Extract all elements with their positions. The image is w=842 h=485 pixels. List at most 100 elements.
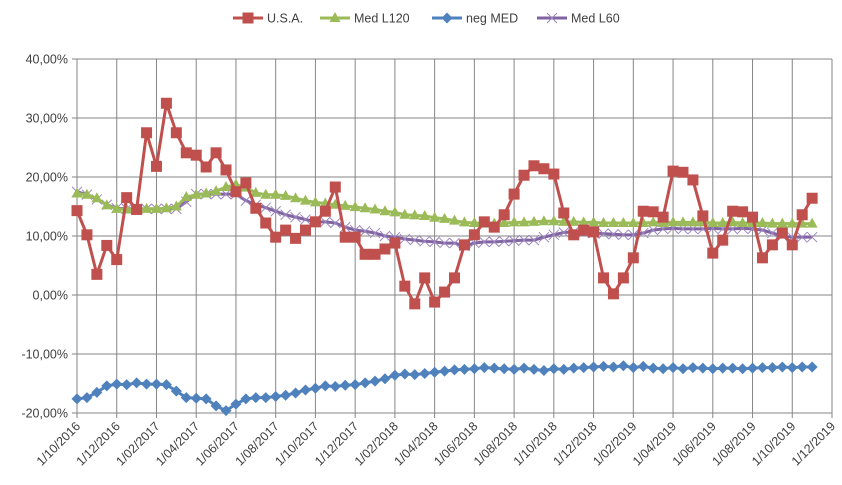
data-point [389, 237, 401, 249]
data-point [687, 216, 699, 227]
data-point [150, 160, 162, 172]
data-point [359, 225, 371, 237]
data-point [210, 147, 222, 159]
data-point [677, 166, 689, 178]
data-point [439, 365, 451, 377]
data-point [806, 361, 818, 373]
data-point [508, 363, 520, 375]
data-point [250, 202, 262, 214]
data-point [71, 187, 83, 198]
data-point [339, 231, 351, 243]
data-point [518, 362, 530, 374]
data-point [647, 362, 659, 374]
data-point [220, 164, 232, 176]
legend-label: Med L120 [354, 12, 410, 26]
data-point [727, 216, 739, 227]
data-point [449, 364, 460, 376]
data-point [409, 234, 421, 246]
data-point [299, 194, 311, 205]
data-point [458, 216, 470, 227]
data-point [806, 192, 818, 204]
data-point [101, 239, 113, 251]
data-point [71, 205, 83, 217]
data-point [518, 234, 530, 246]
data-point [141, 202, 153, 213]
data-point [707, 363, 719, 375]
legend-item: Med L120 [320, 12, 410, 26]
data-point [707, 247, 719, 259]
data-point [627, 252, 639, 264]
data-point [687, 362, 699, 374]
data-point [617, 217, 629, 228]
data-point [528, 363, 540, 375]
data-point [240, 177, 252, 189]
data-point [607, 361, 619, 373]
data-point [578, 362, 590, 374]
data-point [548, 215, 560, 226]
data-point [637, 205, 649, 217]
data-point [697, 362, 709, 374]
data-point [121, 192, 133, 204]
y-tick-label: -20,00% [21, 407, 68, 421]
x-tick-label: 1/12/2019 [789, 419, 838, 468]
data-point [607, 217, 619, 228]
data-point [399, 280, 411, 292]
data-point [399, 368, 411, 380]
legend-item: U.S.A. [233, 12, 303, 26]
data-point [101, 199, 113, 210]
data-point [588, 216, 600, 227]
data-point [329, 380, 341, 392]
y-tick-label: 10,00% [26, 230, 68, 244]
data-point [598, 272, 610, 284]
data-point [200, 187, 212, 198]
data-point [548, 363, 560, 375]
data-point [190, 188, 202, 199]
data-point [369, 203, 381, 214]
data-point [449, 214, 460, 225]
data-point [240, 393, 252, 405]
data-point [329, 217, 341, 229]
data-point [280, 389, 292, 401]
data-point [270, 188, 282, 199]
data-point [150, 202, 162, 213]
data-point [508, 188, 520, 200]
data-point [558, 207, 570, 219]
legend-label: neg MED [466, 12, 518, 26]
data-point [657, 211, 669, 223]
data-point [260, 392, 272, 404]
data-point [786, 217, 798, 228]
data-point [349, 379, 361, 391]
data-point [449, 237, 460, 249]
data-point [776, 227, 788, 239]
data-point [508, 216, 520, 227]
data-point [359, 202, 371, 213]
data-point [280, 209, 291, 221]
data-point [329, 181, 341, 193]
data-point [210, 400, 222, 412]
data-point [369, 375, 381, 387]
data-point [776, 217, 788, 228]
data-point [637, 360, 649, 372]
data-point [389, 369, 401, 381]
data-point [786, 362, 798, 374]
data-point [290, 232, 302, 244]
data-point [429, 366, 441, 378]
data-point [290, 387, 302, 399]
data-point [756, 252, 768, 264]
data-point [81, 392, 93, 404]
data-point [339, 199, 351, 210]
data-point [766, 362, 778, 374]
y-tick-label: 40,00% [26, 53, 68, 67]
data-point [379, 243, 391, 255]
data-point [309, 216, 321, 228]
data-point [180, 392, 192, 404]
data-point [598, 360, 610, 372]
data-point [538, 231, 550, 243]
data-point [767, 227, 778, 239]
data-point [409, 369, 421, 381]
data-point [180, 191, 192, 202]
data-point [607, 288, 619, 300]
data-point [180, 147, 192, 159]
data-point [578, 216, 590, 227]
data-point [260, 202, 272, 214]
